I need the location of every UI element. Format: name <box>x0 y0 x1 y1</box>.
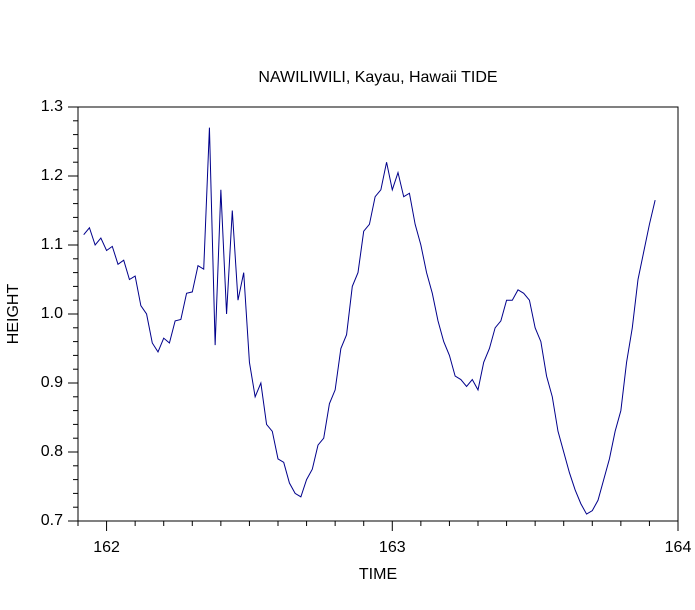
y-tick-label: 0.9 <box>41 374 63 391</box>
y-axis-label: HEIGHT <box>5 284 22 345</box>
y-tick-label: 1.3 <box>41 98 63 115</box>
chart-title: NAWILIWILI, Kayau, Hawaii TIDE <box>258 69 497 86</box>
y-tick-label: 0.7 <box>41 512 63 529</box>
y-tick-label: 1.1 <box>41 236 63 253</box>
y-tick-label: 1.2 <box>41 167 63 184</box>
x-axis-label: TIME <box>359 566 397 583</box>
x-tick-label: 163 <box>379 539 406 556</box>
plot-frame <box>77 106 679 522</box>
x-tick-label: 162 <box>93 539 120 556</box>
y-tick-label: 1.0 <box>41 305 63 322</box>
tide-line <box>83 127 656 515</box>
y-tick-label: 0.8 <box>41 443 63 460</box>
x-tick-label: 164 <box>665 539 692 556</box>
